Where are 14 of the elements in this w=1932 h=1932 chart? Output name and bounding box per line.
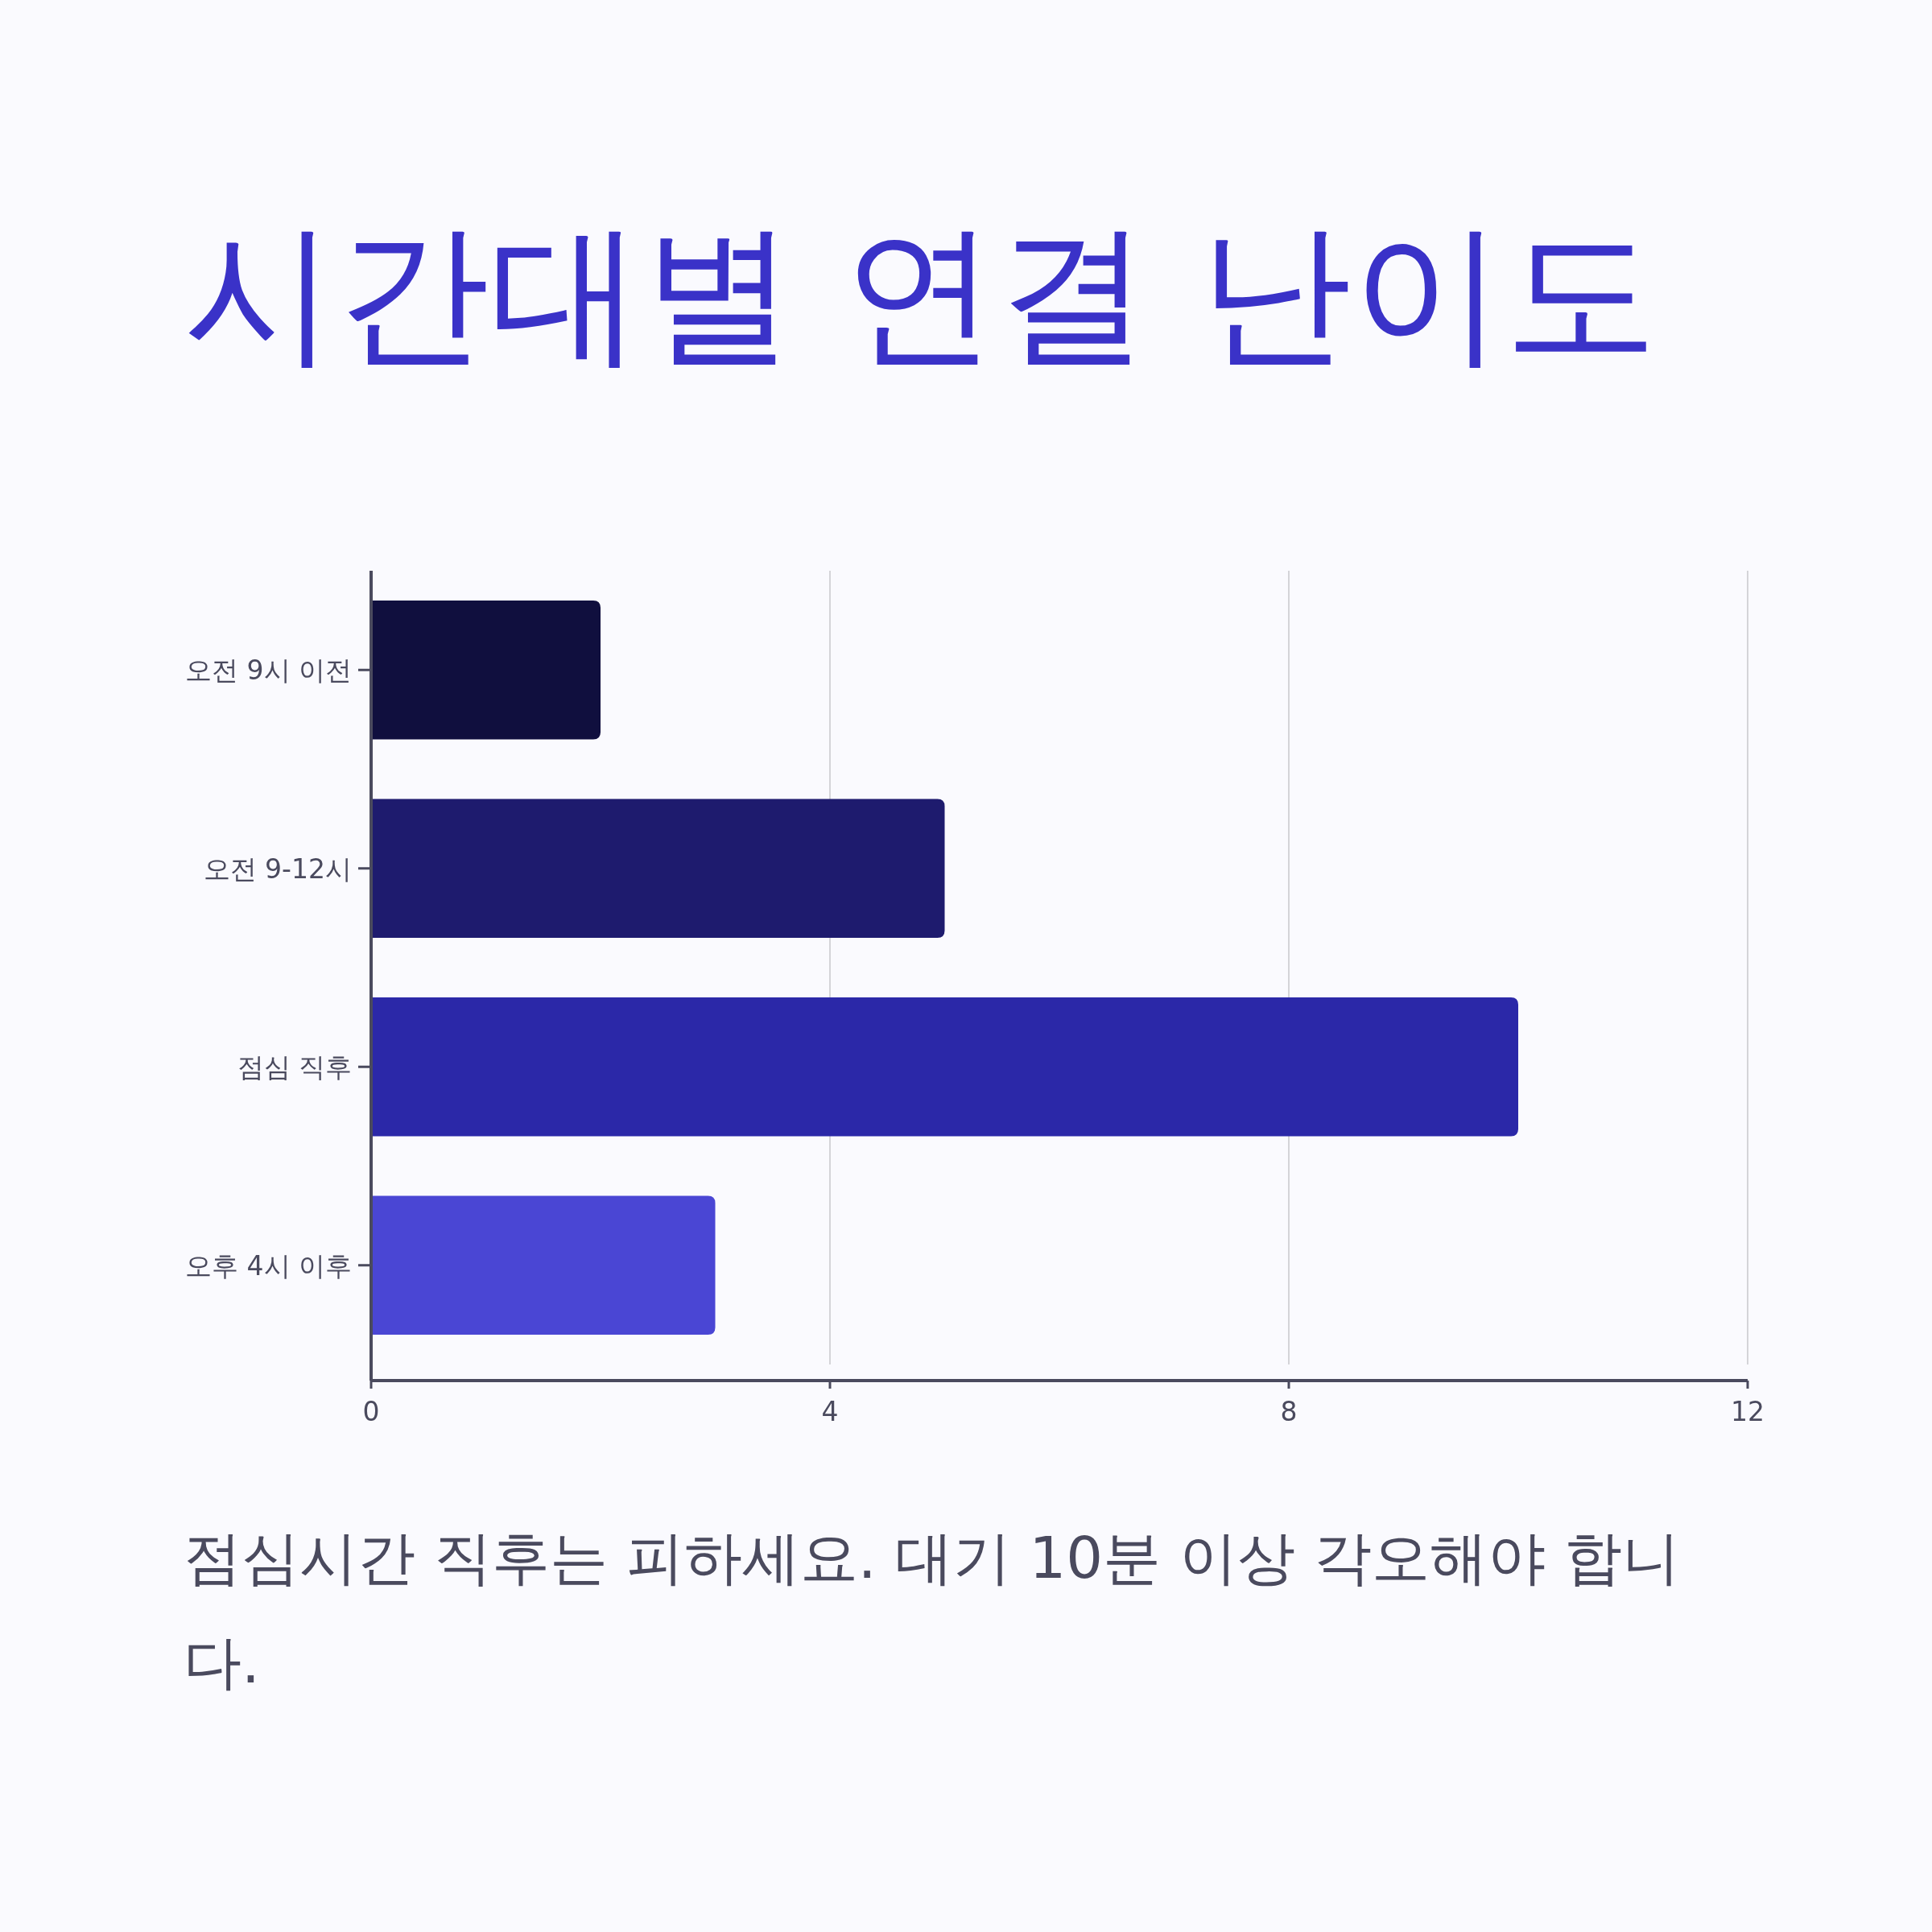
bar [371,997,1518,1137]
y-tick-label: 오전 9-12시 [203,852,352,885]
x-tick-label: 12 [1731,1396,1765,1427]
bar [371,799,945,939]
bar [371,1195,716,1335]
y-tick-label: 오후 4시 이후 [185,1249,352,1282]
y-tick-label: 오전 9시 이전 [185,654,352,687]
x-tick-label: 8 [1280,1396,1298,1427]
y-tick-label: 점심 직후 [237,1051,352,1084]
x-tick-label: 0 [362,1396,380,1427]
bar [371,600,601,740]
chart-title: 시간대별 연결 난이도 [184,204,1657,382]
x-tick-label: 4 [821,1396,839,1427]
text: 점심시간 직후는 피하세요. 대기 10분 이상 각오해야 합니다. [184,1523,1681,1698]
